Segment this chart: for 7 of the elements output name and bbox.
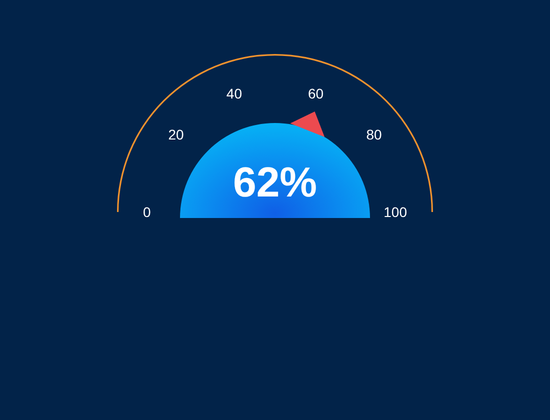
text: 20 [168, 126, 184, 142]
text: 100 [384, 204, 408, 220]
text: 40 [226, 85, 242, 102]
text: 0 [143, 204, 151, 220]
text: 60 [308, 85, 324, 102]
text: 80 [366, 126, 382, 142]
data-label: 62% [232, 158, 318, 206]
